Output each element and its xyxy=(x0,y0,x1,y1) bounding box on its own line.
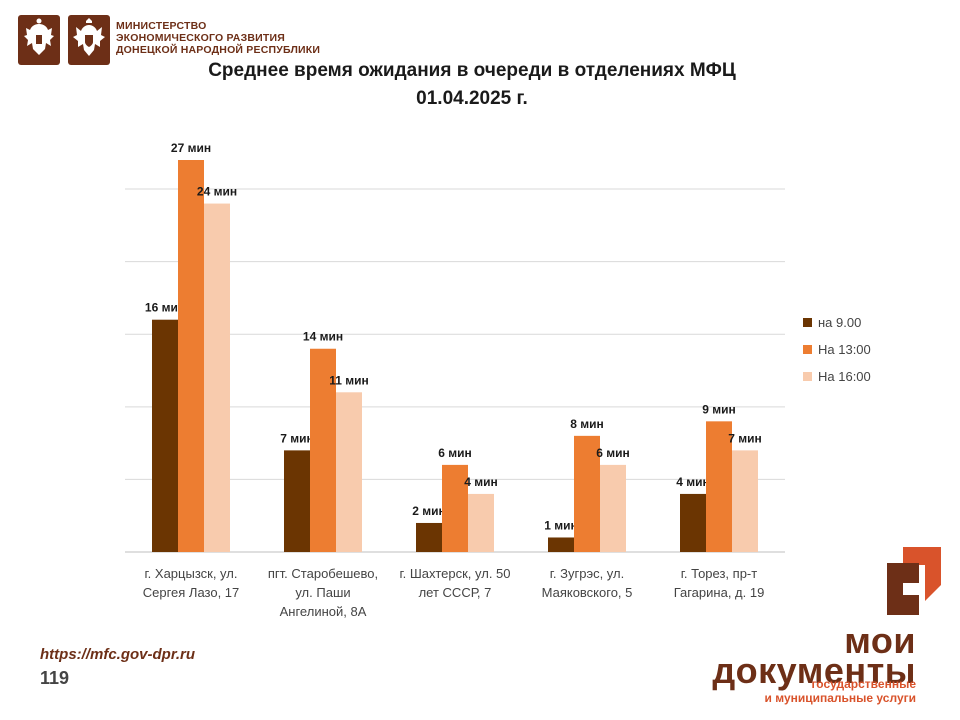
chart-title: Среднее время ожидания в очереди в отдел… xyxy=(208,60,736,81)
ministry-line: МИНИСТЕРСТВО xyxy=(116,20,207,32)
bar-value-label: 11 мин xyxy=(329,373,369,387)
bar-value-label: 9 мин xyxy=(702,402,736,416)
bar xyxy=(600,464,626,552)
russian-coat-of-arms-icon xyxy=(18,15,60,65)
bar xyxy=(548,537,574,552)
bar-value-label: 6 мин xyxy=(596,446,630,460)
bar xyxy=(178,160,204,552)
category-label: г. Шахтерск, ул. 50 xyxy=(399,566,510,581)
bar xyxy=(284,450,310,552)
moi-dokumenty-mark-icon xyxy=(887,547,941,615)
legend-item: на 9.00 xyxy=(803,309,871,336)
logo-tagline: государственные xyxy=(811,677,916,691)
bar-value-label: 7 мин xyxy=(728,431,762,445)
bar xyxy=(204,203,230,553)
bar-chart: 16 мин 27 мин 24 мин г. Харцызск, ул. Сергея… xyxy=(125,141,785,619)
ministry-line: ДОНЕЦКОЙ НАРОДНОЙ РЕСПУБЛИКИ xyxy=(116,44,321,56)
bar xyxy=(416,522,442,552)
legend-swatch xyxy=(803,372,812,381)
bar xyxy=(442,464,468,552)
category-label: Ангелиной, 8А xyxy=(280,604,367,619)
category-label: Маяковского, 5 xyxy=(542,585,633,600)
legend-swatch xyxy=(803,318,812,327)
legend-swatch xyxy=(803,345,812,354)
bar xyxy=(310,348,336,552)
page-number: 119 xyxy=(40,668,70,688)
bar-value-label: 1 мин xyxy=(544,518,578,532)
legend-label: На 13:00 xyxy=(818,342,871,357)
legend-label: На 16:00 xyxy=(818,369,871,384)
legend-label: на 9.00 xyxy=(818,315,862,330)
logo-text-dokumenty: документы xyxy=(712,650,916,691)
chart-legend: на 9.00 На 13:00 На 16:00 xyxy=(803,309,871,390)
category-label: Гагарина, д. 19 xyxy=(674,585,765,600)
category-label: пгт. Старобешево, xyxy=(268,566,378,581)
dpr-coat-of-arms-icon xyxy=(68,15,110,65)
ministry-name: МИНИСТЕРСТВО ЭКОНОМИЧЕСКОГО РАЗВИТИЯ ДОН… xyxy=(116,20,376,56)
bar-value-label: 16 мин xyxy=(145,301,185,315)
bar-value-label: 7 мин xyxy=(280,431,314,445)
site-url: https://mfc.gov-dpr.ru xyxy=(40,646,195,663)
bar-value-label: 2 мин xyxy=(412,504,446,518)
bar xyxy=(680,493,706,552)
bar-value-label: 4 мин xyxy=(676,475,710,489)
bar-value-label: 8 мин xyxy=(570,417,604,431)
bar xyxy=(574,435,600,552)
bar-value-label: 14 мин xyxy=(303,330,343,344)
ministry-line: ЭКОНОМИЧЕСКОГО РАЗВИТИЯ xyxy=(116,32,286,44)
legend-item: На 13:00 xyxy=(803,336,871,363)
category-label: г. Торез, пр-т xyxy=(681,566,757,581)
bar xyxy=(336,392,362,552)
moi-dokumenty-logo: мои документы государственные и муниципа… xyxy=(700,545,950,715)
logo-text-moi: мои xyxy=(844,620,916,661)
category-label: ул. Паши xyxy=(295,585,350,600)
category-label: лет СССР, 7 xyxy=(419,585,492,600)
bar-value-label: 27 мин xyxy=(171,141,211,155)
bar xyxy=(468,493,494,552)
bar xyxy=(152,319,178,552)
legend-item: На 16:00 xyxy=(803,363,871,390)
logo-tagline: и муниципальные услуги xyxy=(764,691,916,705)
chart-subtitle: 01.04.2025 г. xyxy=(416,88,528,109)
bar-value-label: 6 мин xyxy=(438,446,472,460)
category-label: г. Зугрэс, ул. xyxy=(550,566,624,581)
bar-value-label: 4 мин xyxy=(464,475,498,489)
bar xyxy=(732,450,758,552)
bar-value-label: 24 мин xyxy=(197,185,237,199)
bar xyxy=(706,421,732,552)
category-label: Сергея Лазо, 17 xyxy=(143,585,240,600)
category-label: г. Харцызск, ул. xyxy=(145,566,238,581)
